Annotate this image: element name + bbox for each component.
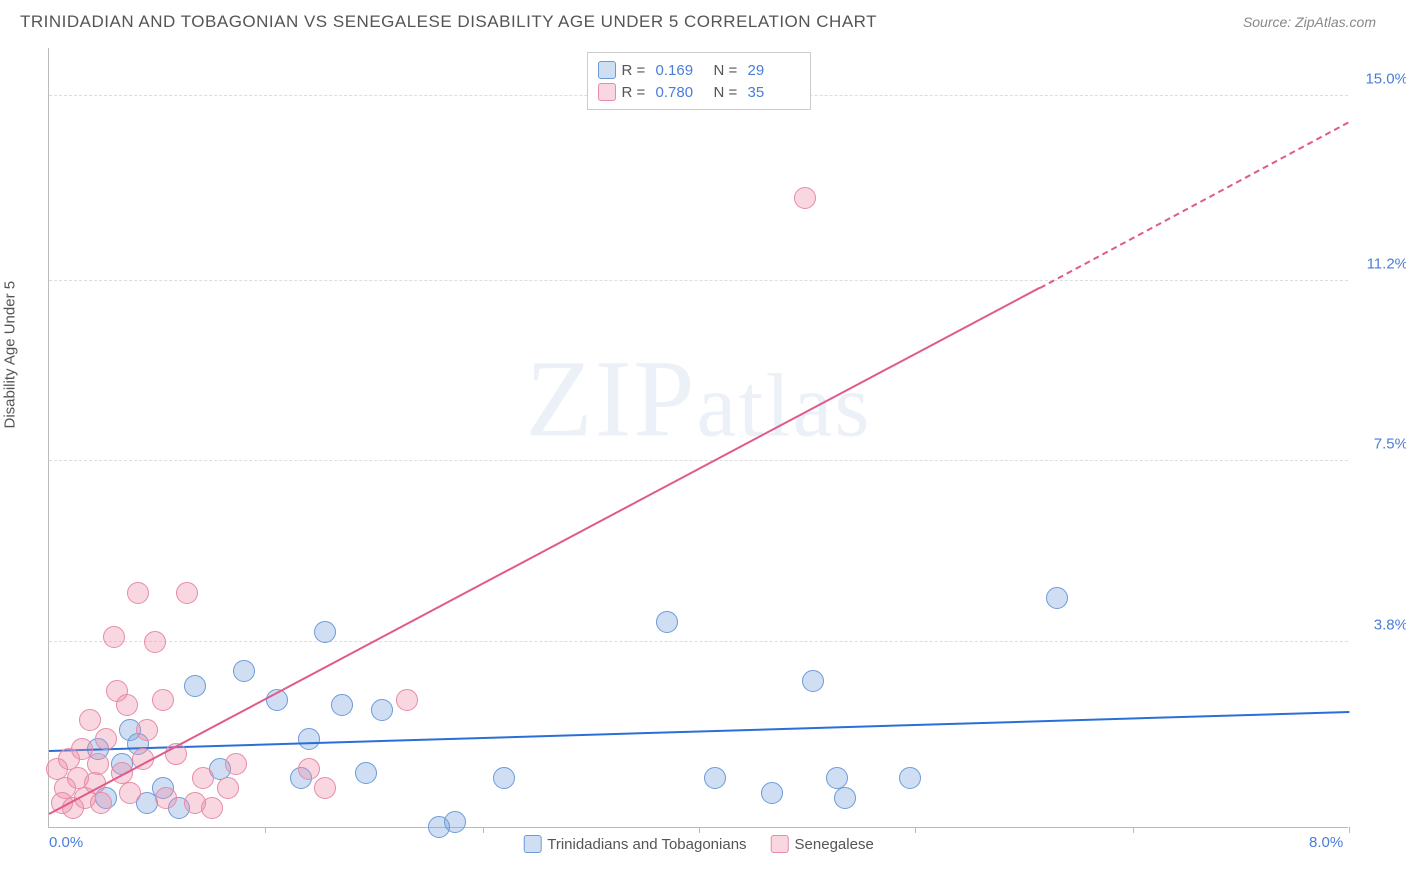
- legend-n-label: N =: [714, 62, 742, 79]
- data-point: [314, 621, 336, 643]
- data-point: [225, 753, 247, 775]
- data-point: [176, 582, 198, 604]
- gridline: [49, 460, 1348, 461]
- legend-row: R = 0.780 N = 35: [598, 81, 800, 103]
- data-point: [656, 611, 678, 633]
- data-point: [834, 787, 856, 809]
- legend-label: Senegalese: [795, 836, 874, 853]
- legend-swatch: [771, 835, 789, 853]
- data-point: [314, 777, 336, 799]
- data-point: [87, 753, 109, 775]
- data-point: [127, 582, 149, 604]
- y-axis-label: Disability Age Under 5: [2, 281, 19, 429]
- data-point: [396, 689, 418, 711]
- x-tick-mark: [1349, 827, 1350, 833]
- data-point: [217, 777, 239, 799]
- data-point: [794, 187, 816, 209]
- y-tick-label: 7.5%: [1374, 436, 1406, 453]
- x-tick-mark: [699, 827, 700, 833]
- data-point: [155, 787, 177, 809]
- y-tick-label: 3.8%: [1374, 616, 1406, 633]
- gridline: [49, 280, 1348, 281]
- legend-r-value: 0.780: [656, 84, 708, 101]
- x-tick-mark: [483, 827, 484, 833]
- legend-swatch: [598, 83, 616, 101]
- legend-item: Senegalese: [771, 835, 874, 853]
- data-point: [899, 767, 921, 789]
- legend-row: R = 0.169 N = 29: [598, 59, 800, 81]
- x-tick-label: 0.0%: [49, 834, 83, 851]
- data-point: [355, 762, 377, 784]
- data-point: [1046, 587, 1068, 609]
- header: TRINIDADIAN AND TOBAGONIAN VS SENEGALESE…: [0, 0, 1406, 40]
- source-text: Source: ZipAtlas.com: [1243, 14, 1376, 30]
- legend-label: Trinidadians and Tobagonians: [547, 836, 746, 853]
- legend-swatch: [523, 835, 541, 853]
- data-point: [493, 767, 515, 789]
- chart-plot-area: ZIPatlas 3.8%7.5%11.2%15.0%0.0%8.0%R =0.…: [48, 48, 1348, 828]
- series-legend: Trinidadians and Tobagonians Senegalese: [523, 835, 874, 853]
- data-point: [144, 631, 166, 653]
- data-point: [298, 728, 320, 750]
- data-point: [428, 816, 450, 838]
- data-point: [184, 675, 206, 697]
- data-point: [298, 758, 320, 780]
- data-point: [103, 626, 125, 648]
- data-point: [761, 782, 783, 804]
- y-tick-label: 15.0%: [1365, 70, 1406, 87]
- legend-r-label: R =: [622, 84, 650, 101]
- data-point: [802, 670, 824, 692]
- data-point: [136, 719, 158, 741]
- gridline: [49, 641, 1348, 642]
- x-tick-label: 8.0%: [1309, 834, 1343, 851]
- legend-n-value: 35: [748, 84, 800, 101]
- data-point: [116, 694, 138, 716]
- data-point: [119, 782, 141, 804]
- data-point: [90, 792, 112, 814]
- data-point: [192, 767, 214, 789]
- x-tick-mark: [915, 827, 916, 833]
- data-point: [79, 709, 101, 731]
- y-tick-label: 11.2%: [1367, 256, 1406, 273]
- x-tick-mark: [1133, 827, 1134, 833]
- chart-title: TRINIDADIAN AND TOBAGONIAN VS SENEGALESE…: [20, 12, 877, 32]
- data-point: [201, 797, 223, 819]
- data-point: [704, 767, 726, 789]
- data-point: [95, 728, 117, 750]
- correlation-legend: R = 0.169 N = 29 R = 0.780 N = 35: [587, 52, 811, 110]
- data-point: [233, 660, 255, 682]
- data-point: [331, 694, 353, 716]
- legend-n-value: 29: [748, 62, 800, 79]
- regression-line: [49, 711, 1349, 752]
- legend-swatch: [598, 61, 616, 79]
- data-point: [371, 699, 393, 721]
- legend-item: Trinidadians and Tobagonians: [523, 835, 746, 853]
- legend-n-label: N =: [714, 84, 742, 101]
- legend-r-label: R =: [622, 62, 650, 79]
- watermark: ZIPatlas: [526, 335, 872, 462]
- legend-r-value: 0.169: [656, 62, 708, 79]
- data-point: [152, 689, 174, 711]
- x-tick-mark: [265, 827, 266, 833]
- regression-line: [1040, 121, 1350, 289]
